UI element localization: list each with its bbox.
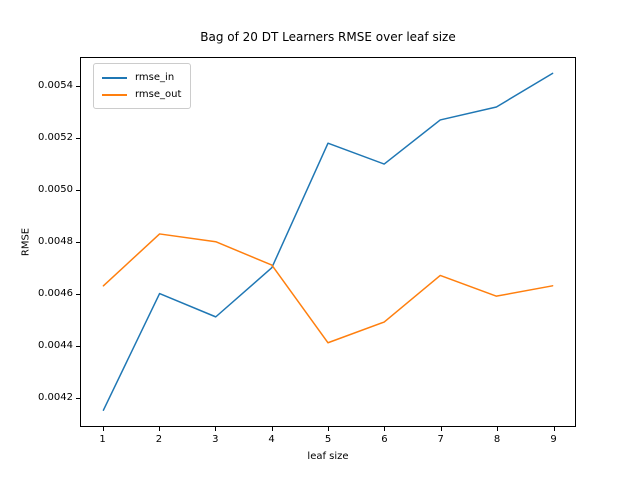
y-tick-label: 0.0054 <box>38 80 73 91</box>
legend-entry-rmse_out: rmse_out <box>102 86 181 103</box>
y-tick-mark <box>76 346 80 348</box>
y-tick-label: 0.0052 <box>38 132 73 143</box>
series-line-rmse_out <box>102 233 554 344</box>
series-line-rmse_in <box>102 72 554 411</box>
legend-line-swatch <box>102 93 127 96</box>
legend-entry-rmse_in: rmse_in <box>102 69 181 86</box>
x-tick-mark <box>497 427 499 431</box>
y-tick-mark <box>76 86 80 87</box>
y-tick-mark <box>76 190 80 192</box>
x-tick-mark <box>102 427 104 431</box>
x-tick-label: 3 <box>212 434 219 445</box>
y-tick-mark <box>76 294 80 296</box>
legend-label: rmse_out <box>135 89 182 100</box>
y-tick-label: 0.0044 <box>38 340 73 352</box>
x-tick-mark <box>440 427 442 431</box>
x-tick-label: 6 <box>381 434 388 445</box>
x-tick-mark <box>384 427 386 431</box>
y-tick-label: 0.0048 <box>38 236 73 248</box>
legend: rmse_in rmse_out <box>93 63 192 109</box>
x-tick-label: 4 <box>268 434 275 445</box>
x-tick-label: 8 <box>493 434 501 445</box>
x-tick-mark <box>215 427 217 431</box>
x-tick-mark <box>158 427 160 431</box>
x-tick-label: 5 <box>324 434 332 445</box>
y-tick-mark <box>76 242 80 244</box>
x-axis-label: leaf size <box>307 451 349 462</box>
x-tick-label: 1 <box>99 434 106 445</box>
y-tick-mark <box>76 138 80 139</box>
x-tick-label: 7 <box>437 434 444 445</box>
y-tick-label: 0.0046 <box>38 288 73 300</box>
x-tick-label: 9 <box>550 434 557 445</box>
y-tick-label: 0.0050 <box>38 184 73 196</box>
chart-title: Bag of 20 DT Learners RMSE over leaf siz… <box>200 30 456 44</box>
plot-area <box>80 57 576 427</box>
legend-label: rmse_in <box>135 72 175 83</box>
chart-canvas <box>102 72 554 411</box>
y-tick-mark <box>76 398 80 400</box>
legend-line-swatch <box>102 76 127 79</box>
x-tick-mark <box>328 427 329 431</box>
x-tick-label: 2 <box>155 434 163 445</box>
x-tick-mark <box>553 427 555 431</box>
y-tick-label: 0.0042 <box>38 392 73 404</box>
x-tick-mark <box>271 427 273 431</box>
